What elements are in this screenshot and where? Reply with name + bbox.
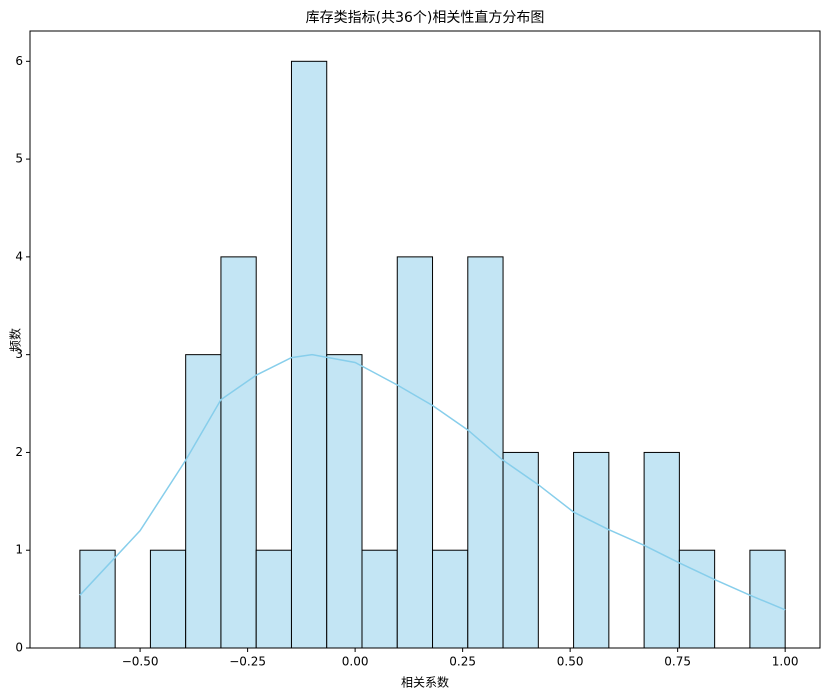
bar <box>326 354 363 649</box>
bar <box>149 549 187 649</box>
bar <box>467 256 504 649</box>
bar <box>255 549 292 649</box>
x-tick-label: −0.50 <box>122 655 159 669</box>
x-tick-label: 0.50 <box>557 655 584 669</box>
chart-title: 库存类指标(共36个)相关性直方分布图 <box>306 9 545 26</box>
bar <box>220 256 257 649</box>
y-tick-label: 5 <box>15 152 23 166</box>
x-tick-label: 0.75 <box>664 655 691 669</box>
x-axis-label: 相关系数 <box>401 675 449 690</box>
plot-frame <box>29 30 821 649</box>
bar <box>185 354 222 649</box>
bar <box>396 256 434 649</box>
y-tick-label: 2 <box>15 445 23 459</box>
bar <box>432 549 469 649</box>
kde-line <box>79 353 786 611</box>
y-tick-label: 6 <box>15 54 23 68</box>
x-tick-label: 0.25 <box>449 655 476 669</box>
bar <box>573 451 610 649</box>
bar <box>79 549 116 649</box>
y-tick-label: 1 <box>15 543 23 557</box>
y-axis-label: 频数 <box>8 328 23 352</box>
bar <box>643 451 680 649</box>
x-tick-label: 0.00 <box>342 655 369 669</box>
y-tick-label: 4 <box>15 249 23 263</box>
y-tick-label: 0 <box>15 641 23 655</box>
bar <box>749 549 786 649</box>
x-tick-label: −0.25 <box>229 655 266 669</box>
x-tick-label: 1.00 <box>772 655 799 669</box>
bar <box>678 549 716 649</box>
y-tick-label: 3 <box>15 347 23 361</box>
bar <box>361 549 398 649</box>
